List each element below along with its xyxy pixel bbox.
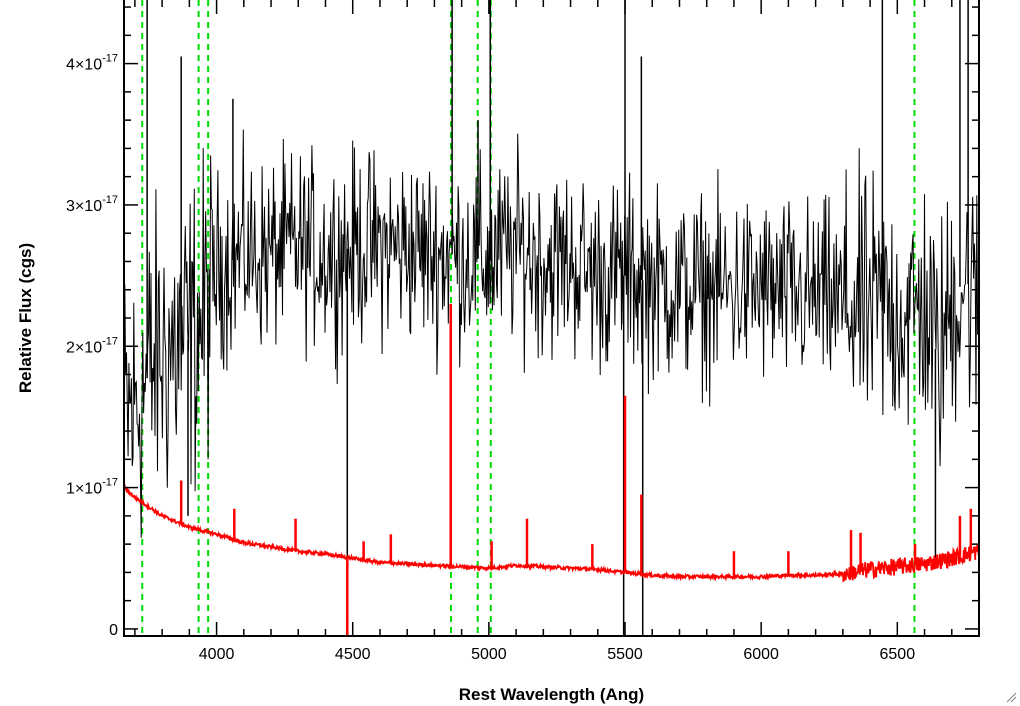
reference-lines bbox=[141, 0, 916, 636]
y-tick-label: 0 bbox=[109, 622, 118, 639]
x-tick-label: 5000 bbox=[471, 646, 507, 663]
y-tick-label: 2×10-17 bbox=[66, 335, 118, 356]
series-layer bbox=[124, 0, 979, 636]
y-axis-title: Relative Flux (cgs) bbox=[16, 243, 35, 393]
y-tick-label: 1×10-17 bbox=[66, 477, 118, 498]
y-tick-label: 3×10-17 bbox=[66, 194, 118, 215]
x-axis-title: Rest Wavelength (Ang) bbox=[459, 685, 644, 704]
x-axis: 4000 4500 5000 5500 6000 6500 bbox=[134, 0, 980, 663]
resize-grip-icon[interactable] bbox=[1005, 691, 1017, 703]
x-tick-label: 6000 bbox=[743, 646, 779, 663]
y-axis: 0 1×10-17 2×10-17 3×10-17 4×10-17 bbox=[66, 6, 979, 639]
x-tick-label: 6500 bbox=[880, 646, 916, 663]
y-tick-label: 4×10-17 bbox=[66, 53, 118, 74]
x-tick-label: 4000 bbox=[199, 646, 235, 663]
plot-frame bbox=[123, 0, 980, 637]
x-tick-label: 5500 bbox=[607, 646, 643, 663]
x-tick-label: 4500 bbox=[335, 646, 371, 663]
observed-spectrum-line bbox=[124, 129, 979, 538]
model-spectrum-line bbox=[124, 484, 979, 583]
